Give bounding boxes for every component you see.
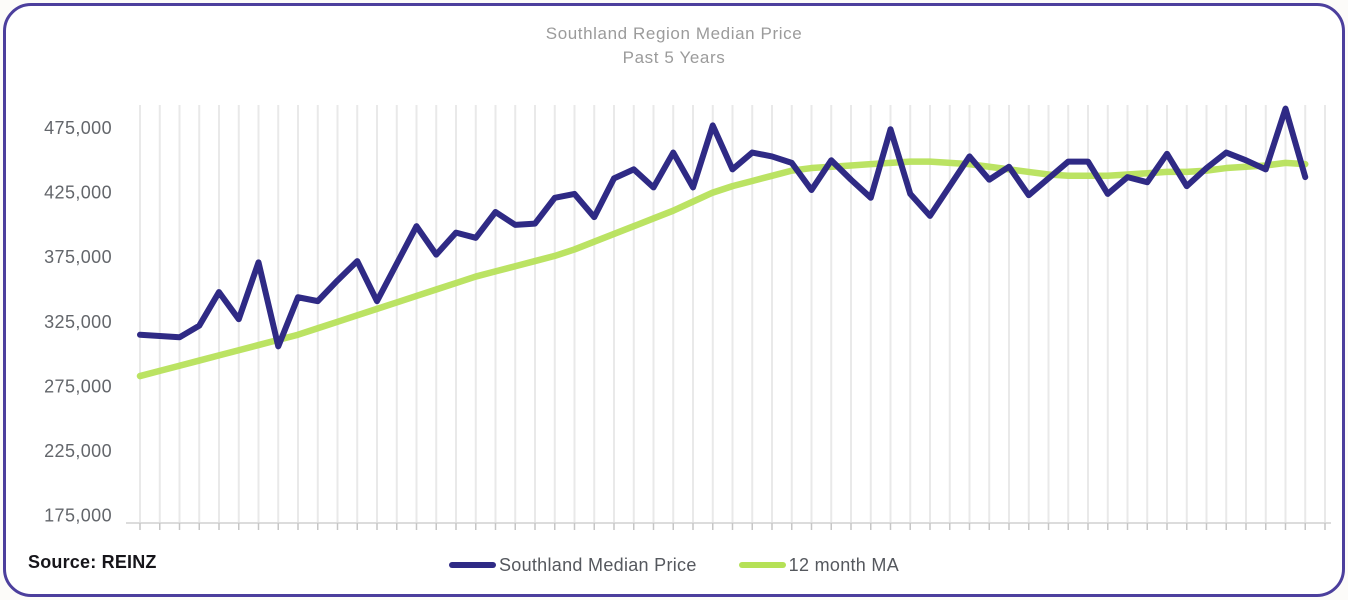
series-line-12-month-ma [136, 158, 1309, 380]
y-axis-tick-label: 475,000 [44, 118, 112, 138]
y-axis-tick-label: 175,000 [44, 506, 112, 526]
chart-subtitle: Past 5 Years [622, 48, 726, 67]
legend-item-12-month-ma: 12 month MA [738, 554, 900, 576]
y-axis-tick-label: 325,000 [44, 312, 112, 332]
legend-label: 12 month MA [788, 554, 900, 575]
y-axis-tick-label: 425,000 [44, 183, 112, 203]
chart-footer: Source: REINZ Southland Median Price 12 … [0, 550, 1348, 580]
chart-title: Southland Region Median Price [545, 24, 803, 43]
source-label: Source: REINZ [28, 552, 157, 572]
legend: Southland Median Price 12 month MA [0, 550, 1348, 580]
chart-title-block: Southland Region Median Price Past 5 Yea… [0, 22, 1348, 70]
legend-item-southland-median-price: Southland Median Price [448, 554, 697, 576]
series-line-southland-median-price [137, 105, 1309, 350]
legend-swatch-navy-line-icon [448, 562, 496, 568]
y-axis-tick-label: 375,000 [44, 247, 112, 267]
legend-label: Southland Median Price [498, 554, 697, 575]
legend-swatch-green-line-icon [738, 562, 786, 568]
y-axis-tick-label: 275,000 [44, 376, 112, 396]
y-axis-tick-label: 225,000 [44, 441, 112, 461]
